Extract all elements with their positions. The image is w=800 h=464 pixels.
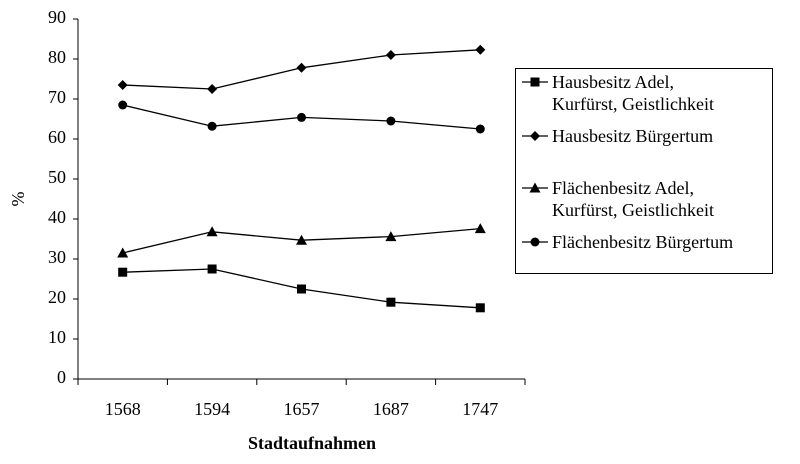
marker [297, 112, 306, 122]
marker [475, 124, 485, 134]
marker [530, 77, 540, 87]
x-tick-label: 1594 [194, 399, 230, 419]
legend-item: Hausbesitz Bürgertum [522, 125, 713, 147]
legend-symbol [522, 237, 548, 247]
legend-label: Flächenbesitz Bürgertum [552, 232, 734, 252]
y-tick-label: 30 [48, 247, 66, 267]
marker [297, 284, 306, 294]
legend-item: Flächenbesitz Bürgertum [522, 231, 733, 253]
marker [529, 182, 541, 193]
marker [475, 44, 486, 55]
legend-symbol [522, 131, 548, 141]
x-tick-label: 1657 [284, 399, 320, 419]
legend-symbol [522, 182, 548, 193]
x-tick-label: 1687 [373, 399, 409, 419]
y-tick-label: 90 [48, 7, 66, 27]
marker [475, 303, 485, 313]
y-tick-label: 60 [48, 127, 66, 147]
y-tick-label: 80 [48, 47, 66, 67]
marker [530, 131, 540, 141]
marker [530, 237, 540, 247]
x-axis-title: Stadtaufnahmen [248, 433, 376, 453]
y-tick-label: 70 [48, 87, 66, 107]
x-tick-label: 1568 [105, 399, 141, 419]
marker [386, 116, 396, 126]
marker [206, 226, 218, 237]
marker [207, 84, 218, 94]
y-axis-title: % [8, 192, 28, 207]
marker [117, 80, 128, 90]
x-tick-label: 1747 [462, 399, 498, 419]
marker [207, 264, 217, 274]
legend-label: Hausbesitz Bürgertum [552, 126, 714, 146]
marker [118, 100, 128, 110]
marker [296, 234, 307, 245]
legend-item: Hausbesitz Adel, Kurfürst, Geistlichkeit [522, 71, 714, 115]
legend-label: Hausbesitz Adel, Kurfürst, Geistlichkeit [552, 72, 714, 114]
y-tick-label: 20 [48, 287, 66, 307]
legend-item: Flächenbesitz Adel, Kurfürst, Geistlichk… [522, 177, 714, 221]
marker [385, 50, 396, 60]
y-tick-label: 10 [48, 327, 66, 347]
marker [117, 247, 129, 258]
y-tick-label: 40 [48, 207, 66, 227]
marker [386, 297, 396, 307]
marker [118, 267, 128, 277]
legend-symbol [522, 77, 548, 87]
marker [474, 223, 486, 234]
marker [207, 121, 217, 131]
y-tick-label: 50 [48, 167, 66, 187]
marker [296, 62, 307, 73]
y-tick-label: 0 [57, 367, 66, 387]
legend-label: Flächenbesitz Adel, Kurfürst, Geistlichk… [552, 178, 714, 220]
marker [385, 231, 397, 242]
legend: Hausbesitz Adel, Kurfürst, Geistlichkeit… [515, 68, 773, 274]
